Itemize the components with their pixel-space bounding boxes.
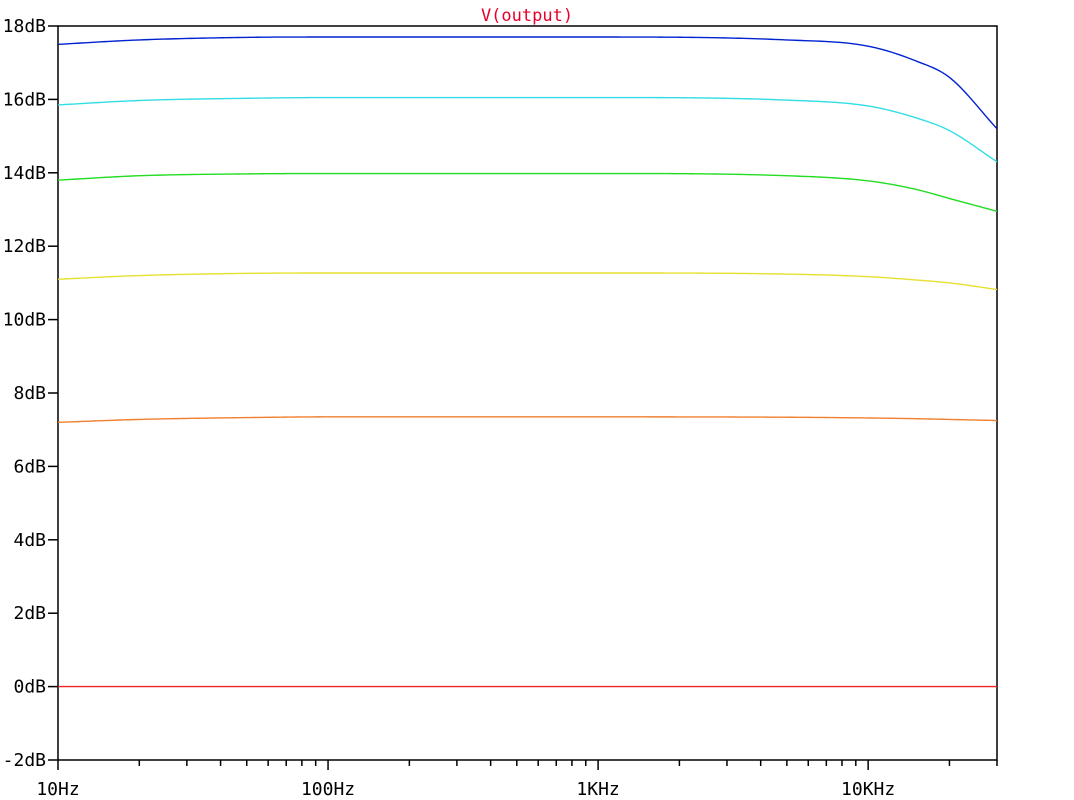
series-line-4 [57,272,998,291]
y-tick-label: 12dB [3,236,46,257]
chart-title: V(output) [481,6,573,26]
y-tick-label: -2dB [3,750,46,771]
x-axis-labels: 10Hz 100Hz 1KHz 10KHz [36,779,895,800]
plot-frame [57,25,998,761]
y-tick-label: 10dB [3,310,46,331]
series-layer [57,36,998,688]
x-tick-label: 1KHz [576,779,619,800]
y-tick-label: 16dB [3,89,46,110]
y-tick-label: 2dB [13,603,46,624]
y-tick-label: 18dB [3,16,46,37]
y-tick-label: 0dB [13,677,46,698]
x-tick-label: 10KHz [841,779,895,800]
axis-ticks [48,25,998,770]
series-line-1 [57,36,998,130]
series-line-5 [57,416,998,424]
y-tick-label: 14dB [3,163,46,184]
y-tick-label: 4dB [13,530,46,551]
series-line-2 [57,96,998,163]
x-tick-label: 10Hz [36,779,79,800]
series-line-3 [57,172,998,213]
y-tick-label: 8dB [13,383,46,404]
y-axis-labels: 18dB 16dB 14dB 12dB 10dB 8dB 6dB 4dB 2dB 0dB -2dB [3,16,46,771]
x-tick-label: 100Hz [301,779,355,800]
y-tick-label: 6dB [13,456,46,477]
